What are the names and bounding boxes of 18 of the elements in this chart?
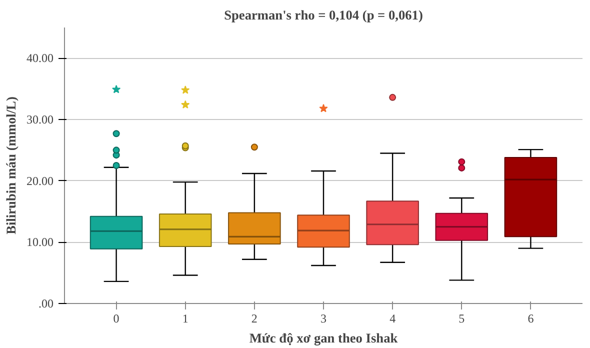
x-axis-title: Mức độ xơ gan theo Ishak [249, 330, 398, 346]
y-axis-title: Bilirubin máu (mmol/L) [4, 96, 18, 234]
x-tick-label: 5 [458, 312, 465, 326]
point [181, 86, 190, 94]
x-tick-label: 3 [320, 312, 326, 326]
x-tick-label: 1 [182, 312, 188, 326]
x-tick-label: 4 [390, 312, 396, 326]
point [319, 104, 328, 112]
chart-title: Spearman's rho = 0,104 (p = 0,061) [224, 8, 423, 22]
x-tick-label: 2 [251, 312, 258, 326]
y-tick-label: 30.00 [26, 112, 54, 126]
point [112, 84, 121, 94]
x-tick-label: 0 [113, 312, 120, 326]
y-tick-label: 20.00 [26, 174, 54, 188]
x-tick-label: 6 [528, 312, 534, 326]
y-tick-label: 40.00 [26, 51, 54, 66]
y-tick-label: .00 [38, 296, 54, 310]
y-tick-label: 10.00 [26, 235, 54, 250]
